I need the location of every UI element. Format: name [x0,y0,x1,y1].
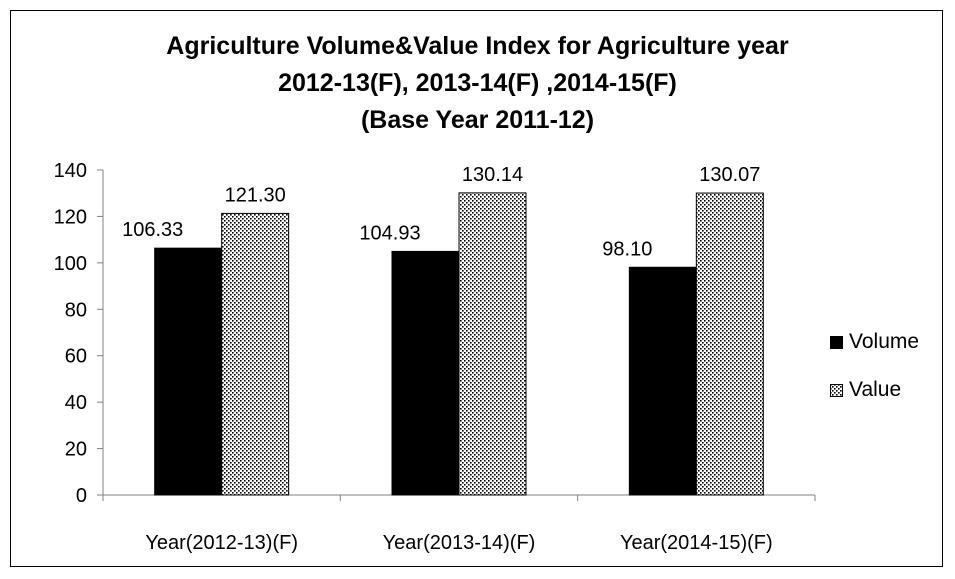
bar-value [458,192,527,496]
bar-volume [154,247,223,496]
legend-swatch-value [830,383,843,397]
chart-title-line-3: (Base Year 2011-12) [360,106,595,134]
data-label-volume: 98.10 [602,238,652,260]
y-tick-label: 140 [54,160,87,182]
y-tick-label: 0 [76,485,87,507]
x-category-label: Year(2014-15)(F) [620,532,773,554]
legend-swatch-volume [830,335,843,349]
legend-item-value: Value [830,378,901,402]
data-label-value: 130.07 [699,164,760,186]
bar-volume [628,266,697,496]
y-tick-label: 100 [54,253,87,275]
bar-value [695,192,764,496]
legend-item-volume: Volume [830,330,919,354]
legend-label-volume: Volume [849,330,920,353]
chart-title-line-2: 2012-13(F), 2013-14(F) ,2014-15(F) [278,69,677,97]
data-label-volume: 106.33 [122,219,183,241]
y-tick-label: 120 [54,206,87,228]
chart-title-line-1: Agriculture Volume&Value Index for Agric… [166,32,789,60]
data-label-value: 121.30 [225,184,286,206]
bar-value [221,212,290,496]
y-tick-label: 60 [65,346,87,368]
y-tick-label: 20 [65,439,87,461]
data-label-value: 130.14 [462,164,523,186]
x-category-label: Year(2012-13)(F) [145,532,298,554]
y-tick-label: 40 [65,392,87,414]
x-category-label: Year(2013-14)(F) [383,532,536,554]
data-label-volume: 104.93 [359,222,420,244]
y-tick-label: 80 [65,299,87,321]
legend-label-value: Value [849,378,902,401]
bar-volume [391,250,460,496]
